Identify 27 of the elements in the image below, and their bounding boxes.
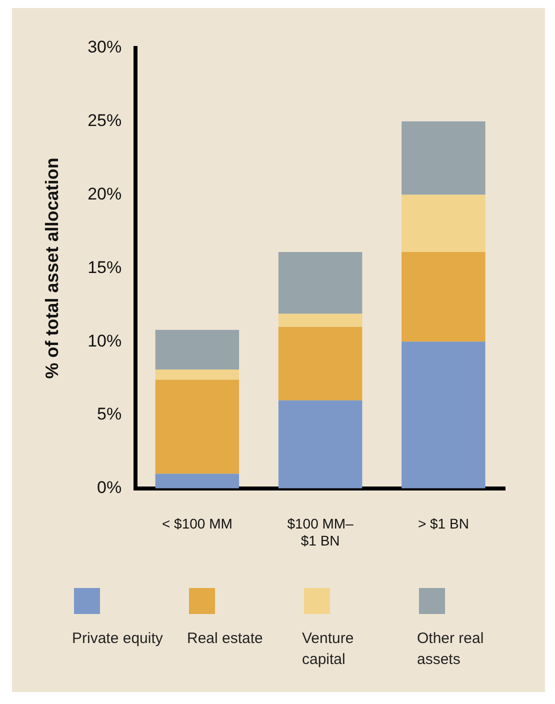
bar	[402, 121, 486, 195]
bar	[402, 342, 486, 488]
bar	[278, 252, 362, 314]
x-tick-label: < $100 MM	[162, 516, 232, 532]
x-tick-label: > $1 BN	[418, 516, 469, 532]
bar	[155, 474, 240, 488]
bar	[155, 380, 240, 474]
legend-label: Other real assets	[417, 629, 485, 670]
legend-label: Venture capital	[302, 629, 355, 670]
bar	[278, 314, 362, 327]
legend-label: Private equity	[72, 629, 164, 649]
bar	[402, 194, 486, 252]
y-tick-label: 10%	[88, 331, 122, 350]
bar	[402, 252, 486, 342]
bar	[155, 330, 240, 370]
bar	[278, 400, 362, 488]
y-tick-label: 25%	[88, 111, 122, 130]
legend-label: Real estate	[187, 629, 264, 649]
y-axis-title: % of total asset allocation	[42, 158, 62, 379]
y-tick-label: 5%	[97, 404, 122, 424]
y-tick-label: 30%	[88, 38, 122, 57]
bar	[155, 369, 240, 380]
y-tick-label: 20%	[88, 184, 122, 204]
x-tick-label: $100 MM–$1 BN	[287, 516, 354, 548]
bar	[278, 326, 362, 400]
y-tick-label: 0%	[97, 478, 122, 498]
y-tick-label: 15%	[88, 258, 122, 277]
